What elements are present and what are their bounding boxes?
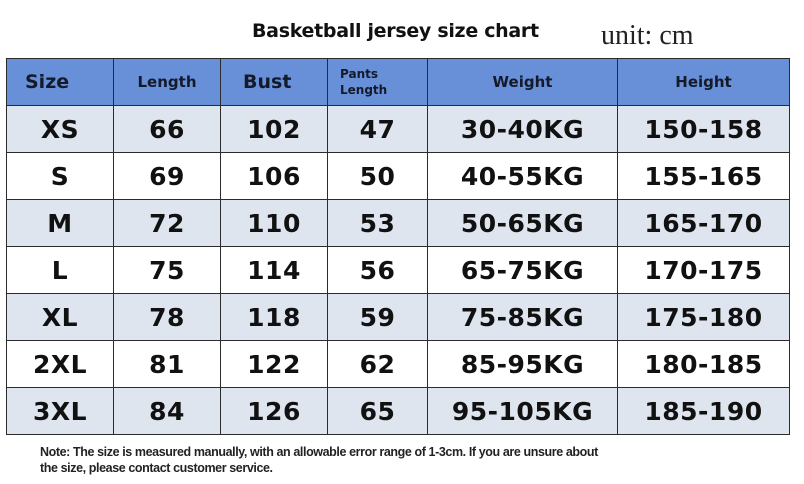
cell-bust: 126 (220, 387, 328, 435)
table-row: M 72 110 53 50-65KG 165-170 (6, 199, 790, 247)
note-line-1: Note: The size is measured manually, wit… (40, 445, 598, 459)
cell-length: 72 (113, 199, 221, 247)
cell-height: 170-175 (617, 246, 790, 294)
cell-pants-length: 56 (327, 246, 428, 294)
cell-weight: 95-105KG (427, 387, 618, 435)
cell-pants-length: 62 (327, 340, 428, 388)
cell-size: XS (6, 105, 114, 153)
table-row: S 69 106 50 40-55KG 155-165 (6, 152, 790, 200)
cell-height: 185-190 (617, 387, 790, 435)
cell-bust: 114 (220, 246, 328, 294)
cell-length: 66 (113, 105, 221, 153)
cell-size: 2XL (6, 340, 114, 388)
cell-height: 155-165 (617, 152, 790, 200)
unit-label: unit: cm (601, 20, 694, 51)
measurement-note: Note: The size is measured manually, wit… (40, 444, 740, 476)
cell-height: 165-170 (617, 199, 790, 247)
table-header-row: Size Length Bust Pants Length Weight Hei… (6, 58, 790, 106)
cell-height: 175-180 (617, 293, 790, 341)
cell-height: 150-158 (617, 105, 790, 153)
size-table: Size Length Bust Pants Length Weight Hei… (6, 58, 790, 435)
note-line-2: the size, please contact customer servic… (40, 461, 273, 475)
cell-bust: 102 (220, 105, 328, 153)
cell-weight: 30-40KG (427, 105, 618, 153)
cell-weight: 50-65KG (427, 199, 618, 247)
cell-pants-length: 65 (327, 387, 428, 435)
cell-length: 75 (113, 246, 221, 294)
cell-length: 81 (113, 340, 221, 388)
cell-bust: 106 (220, 152, 328, 200)
cell-weight: 75-85KG (427, 293, 618, 341)
cell-bust: 118 (220, 293, 328, 341)
cell-pants-length: 50 (327, 152, 428, 200)
cell-pants-length: 53 (327, 199, 428, 247)
cell-weight: 65-75KG (427, 246, 618, 294)
cell-length: 84 (113, 387, 221, 435)
cell-length: 69 (113, 152, 221, 200)
cell-bust: 122 (220, 340, 328, 388)
cell-height: 180-185 (617, 340, 790, 388)
column-header-height: Height (617, 58, 790, 106)
table-row: 3XL 84 126 65 95-105KG 185-190 (6, 387, 790, 435)
cell-bust: 110 (220, 199, 328, 247)
cell-size: XL (6, 293, 114, 341)
column-header-pants-length: Pants Length (327, 58, 428, 106)
cell-size: L (6, 246, 114, 294)
pants-header-line2: Length (340, 83, 388, 97)
column-header-bust: Bust (220, 58, 328, 106)
cell-size: 3XL (6, 387, 114, 435)
cell-weight: 40-55KG (427, 152, 618, 200)
cell-weight: 85-95KG (427, 340, 618, 388)
cell-size: S (6, 152, 114, 200)
table-row: XS 66 102 47 30-40KG 150-158 (6, 105, 790, 153)
cell-size: M (6, 199, 114, 247)
column-header-length: Length (113, 58, 221, 106)
cell-length: 78 (113, 293, 221, 341)
table-row: L 75 114 56 65-75KG 170-175 (6, 246, 790, 294)
column-header-size: Size (6, 58, 114, 106)
pants-header-line1: Pants (340, 67, 378, 81)
column-header-weight: Weight (427, 58, 618, 106)
cell-pants-length: 59 (327, 293, 428, 341)
chart-title: Basketball jersey size chart (252, 20, 539, 42)
table-row: XL 78 118 59 75-85KG 175-180 (6, 293, 790, 341)
cell-pants-length: 47 (327, 105, 428, 153)
table-row: 2XL 81 122 62 85-95KG 180-185 (6, 340, 790, 388)
